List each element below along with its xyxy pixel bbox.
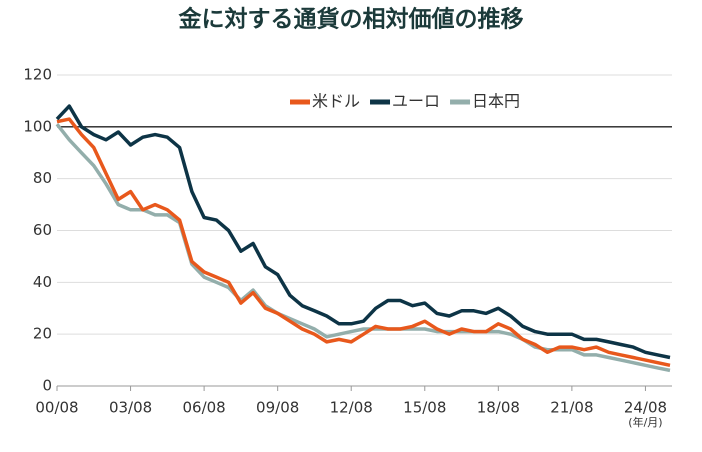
x-tick-label: 03/08 bbox=[109, 399, 152, 417]
data-line bbox=[56, 117, 671, 368]
legend-label: ユーロ bbox=[392, 92, 440, 111]
legend-label: 日本円 bbox=[472, 92, 520, 111]
y-tick-label: 60 bbox=[33, 221, 52, 239]
y-tick-label: 120 bbox=[23, 66, 52, 84]
chart-title: 金に対する通貨の相対価値の推移 bbox=[178, 6, 524, 33]
y-tick-label: 80 bbox=[33, 169, 52, 187]
x-tick-label: 09/08 bbox=[256, 399, 299, 417]
x-tick-label: 00/08 bbox=[35, 399, 78, 417]
x-tick-label: 24/08 bbox=[624, 399, 667, 417]
x-tick-label: 18/08 bbox=[477, 399, 520, 417]
y-tick-label: 100 bbox=[23, 117, 52, 135]
y-tick-label: 0 bbox=[42, 377, 52, 395]
x-unit-label: (年/月) bbox=[628, 415, 662, 429]
y-tick-label: 40 bbox=[33, 273, 52, 291]
data-line bbox=[55, 104, 671, 360]
legend-label: 米ドル bbox=[312, 92, 360, 111]
y-tick-label: 20 bbox=[33, 325, 52, 343]
x-tick-label: 15/08 bbox=[403, 399, 446, 417]
x-tick-label: 12/08 bbox=[330, 399, 373, 417]
x-tick-label: 06/08 bbox=[182, 399, 225, 417]
data-line bbox=[55, 123, 671, 373]
x-tick-label: 21/08 bbox=[550, 399, 593, 417]
